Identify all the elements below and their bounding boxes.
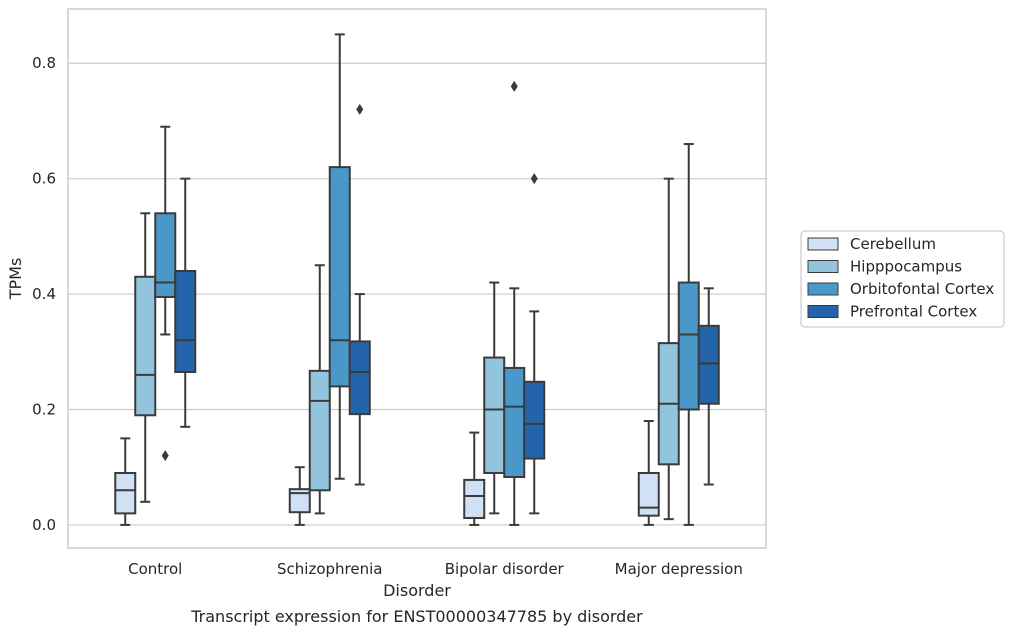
- y-axis-label: TPMs: [6, 258, 25, 301]
- box-layer: [114, 33, 720, 526]
- y-tick-label: 0.8: [32, 54, 56, 72]
- y-tick-labels: 0.0 0.2 0.4 0.6 0.8: [32, 54, 56, 534]
- legend-label: Orbitofontal Cortex: [850, 280, 994, 298]
- box-cerebellum-control: [114, 437, 137, 526]
- box-body: [463, 478, 486, 519]
- outlier-point: [161, 450, 169, 462]
- plot-frame: [67, 8, 767, 549]
- box-hipppocampus-major-depression: [657, 177, 680, 521]
- box-body: [114, 471, 137, 515]
- box-cerebellum-schizophrenia: [288, 466, 311, 526]
- legend-label: Prefrontal Cortex: [850, 303, 977, 321]
- box-cerebellum-bipolar-disorder: [463, 431, 486, 526]
- box-hipppocampus-bipolar-disorder: [483, 281, 506, 515]
- box-prefrontal-cortex-schizophrenia: [348, 103, 371, 486]
- legend-swatch: [807, 237, 839, 251]
- legend-swatch: [807, 305, 839, 318]
- box-orbitofontal-cortex-bipolar-disorder: [503, 80, 526, 526]
- legend-item-hipppocampus[interactable]: Hipppocampus: [807, 258, 962, 276]
- legend-label: Hipppocampus: [850, 258, 962, 276]
- box-body: [503, 366, 526, 479]
- box-hipppocampus-control: [134, 212, 157, 503]
- box-body: [288, 488, 311, 514]
- x-tick-label-bipolar-disorder: Bipolar disorder: [445, 560, 565, 578]
- legend-item-orbitofontal-cortex[interactable]: Orbitofontal Cortex: [807, 280, 994, 298]
- x-tick-label-schizophrenia: Schizophrenia: [277, 560, 382, 578]
- box-cerebellum-major-depression: [637, 420, 660, 526]
- outlier-point: [510, 80, 518, 92]
- box-prefrontal-cortex-control: [174, 177, 197, 428]
- x-tick-labels: Control Schizophrenia Bipolar disorder Majo…: [128, 560, 743, 578]
- box-orbitofontal-cortex-schizophrenia: [328, 33, 351, 480]
- legend-item-cerebellum[interactable]: Cerebellum: [807, 235, 936, 253]
- box-body: [677, 281, 700, 411]
- box-body: [483, 356, 506, 474]
- legend[interactable]: Cerebellum Hipppocampus Orbitofontal Corte…: [800, 230, 1005, 328]
- figure-caption: Transcript expression for ENST0000034778…: [190, 607, 643, 626]
- box-body: [134, 275, 157, 417]
- x-tick-label-control: Control: [128, 560, 182, 578]
- y-tick-label: 0.4: [32, 285, 56, 303]
- box-body: [348, 340, 371, 416]
- legend-frame: [800, 230, 1005, 328]
- box-prefrontal-cortex-major-depression: [697, 287, 720, 486]
- box-body: [154, 212, 177, 298]
- x-tick-label-major-depression: Major depression: [615, 560, 743, 578]
- legend-label: Cerebellum: [850, 235, 936, 253]
- box-hipppocampus-schizophrenia: [308, 264, 331, 515]
- outlier-point: [356, 103, 364, 115]
- box-body: [308, 369, 331, 492]
- legend-swatch: [807, 260, 839, 273]
- x-axis-label: Disorder: [383, 581, 451, 600]
- box-orbitofontal-cortex-major-depression: [677, 143, 700, 526]
- box-body: [697, 324, 720, 405]
- legend-swatch: [807, 282, 839, 296]
- box-orbitofontal-cortex-control: [154, 125, 177, 462]
- y-tick-label: 0.2: [32, 400, 56, 418]
- box-body: [174, 269, 197, 373]
- box-body: [637, 471, 660, 517]
- y-tick-label: 0.0: [32, 516, 56, 534]
- box-body: [523, 380, 546, 460]
- legend-item-prefrontal-cortex[interactable]: Prefrontal Cortex: [807, 303, 977, 321]
- legend-items: Cerebellum Hipppocampus Orbitofontal Corte…: [807, 235, 994, 321]
- y-tick-label: 0.6: [32, 170, 56, 188]
- outlier-point: [530, 173, 538, 185]
- box-prefrontal-cortex-bipolar-disorder: [523, 173, 546, 515]
- box-body: [328, 166, 351, 388]
